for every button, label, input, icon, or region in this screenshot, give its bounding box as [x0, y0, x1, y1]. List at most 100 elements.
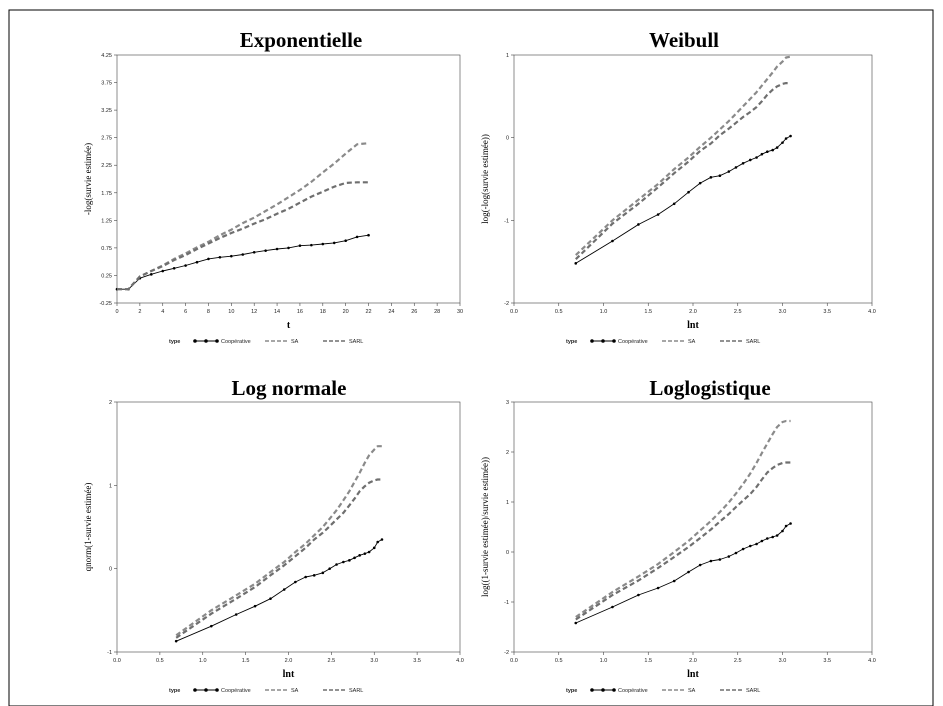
x-tick-label: 3.5 [823, 658, 831, 664]
data-point-coop [332, 241, 336, 245]
data-point-coop [161, 269, 165, 273]
y-tick-label: 1.75 [101, 191, 112, 197]
data-point-coop [748, 544, 752, 548]
legend-marker [193, 339, 197, 343]
data-point-coop [195, 260, 199, 264]
data-point-coop [687, 190, 690, 194]
data-point-coop [775, 146, 779, 149]
y-tick-label: -2 [504, 301, 509, 307]
chart-panel-2: Weibull 0.0 0.5 1.0 1.5 2.0 2.5 3.0 3.5 4.0 -2 -1 0 1… [480, 28, 876, 345]
data-point-coop [241, 253, 245, 256]
data-point-coop [321, 242, 325, 246]
data-point-coop [687, 570, 690, 574]
x-tick-label: 0.5 [555, 309, 563, 315]
legend-label-sarl: SARL [746, 339, 760, 345]
y-tick-label: 1 [506, 500, 509, 506]
x-tick-label: 1.5 [242, 658, 250, 664]
legend-label-sarl: SARL [349, 688, 363, 694]
x-tick-label: 3.0 [370, 658, 378, 664]
x-tick-label: 0.5 [555, 658, 563, 664]
y-tick-label: 0 [506, 136, 509, 142]
data-point-coop [741, 547, 745, 551]
data-point-coop [321, 571, 325, 575]
data-point-coop [656, 213, 660, 216]
data-point-coop [755, 542, 758, 546]
y-axis-label: -log(survie estimée) [83, 143, 93, 215]
data-point-coop [367, 233, 370, 237]
x-axis-label: lnt [687, 669, 699, 680]
data-point-coop [287, 246, 290, 250]
legend-label-sa: SA [688, 339, 696, 345]
chart-title: Log normale [232, 376, 347, 400]
x-tick-label: 16 [297, 309, 303, 315]
legend-marker [193, 688, 197, 692]
y-tick-label: 3 [506, 400, 509, 406]
data-point-coop [784, 524, 788, 528]
data-point-coop [727, 170, 731, 173]
data-point-coop [771, 148, 774, 152]
x-tick-label: 2.5 [734, 309, 742, 315]
y-axis-label: log(-log(survie estimée)) [480, 134, 490, 224]
data-point-coop [741, 161, 745, 165]
data-point-coop [718, 174, 722, 177]
x-axis-label: t [287, 320, 291, 331]
data-point-coop [380, 538, 384, 541]
data-point-coop [760, 152, 764, 156]
plot-area [116, 54, 461, 304]
data-point-coop [210, 624, 213, 628]
x-tick-label: 2.5 [734, 658, 742, 664]
series-line-sarl [175, 478, 382, 639]
data-point-coop [269, 597, 272, 600]
x-tick-label: 30 [457, 309, 463, 315]
data-point-coop [376, 540, 379, 544]
x-tick-label: 20 [343, 309, 349, 315]
x-tick-label: 1.0 [600, 309, 608, 315]
data-point-coop [789, 522, 792, 525]
y-tick-label: 3.75 [101, 81, 112, 87]
data-point-coop [353, 556, 356, 560]
y-tick-label: 2 [506, 450, 509, 456]
legend-title: type [169, 339, 180, 345]
legend-label-sarl: SARL [746, 688, 760, 694]
y-tick-label: 0 [506, 550, 509, 556]
data-point-coop [765, 150, 769, 154]
y-tick-label: 2.25 [101, 163, 112, 169]
y-tick-label: -1 [504, 600, 509, 606]
x-tick-label: 2.0 [285, 658, 293, 664]
data-point-coop [672, 579, 676, 583]
legend-marker [204, 688, 208, 692]
series-line-sa [575, 419, 791, 618]
data-point-coop [174, 639, 178, 643]
data-point-coop [748, 158, 752, 162]
x-tick-label: 0.0 [113, 658, 121, 664]
data-point-coop [734, 166, 738, 169]
x-tick-label: 1.5 [644, 309, 652, 315]
data-point-coop [656, 586, 660, 590]
data-point-coop [344, 239, 347, 243]
data-point-coop [150, 273, 153, 276]
data-point-coop [342, 560, 345, 564]
data-point-coop [367, 550, 371, 554]
y-tick-label: 0 [109, 567, 112, 573]
legend-marker [215, 688, 219, 692]
x-tick-label: 26 [411, 309, 417, 315]
data-point-coop [718, 558, 722, 561]
data-point-coop [335, 563, 338, 566]
legend-label-sa: SA [291, 339, 299, 345]
data-point-coop [760, 539, 764, 543]
y-tick-label: 1 [506, 53, 509, 59]
data-point-coop [672, 202, 676, 206]
data-point-coop [275, 247, 279, 251]
data-point-coop [574, 262, 578, 265]
legend-title: type [566, 688, 577, 694]
chart-title: Exponentielle [240, 28, 363, 52]
legend-marker [204, 339, 208, 343]
x-tick-label: 4.0 [868, 309, 876, 315]
y-tick-label: 2.75 [101, 136, 112, 142]
data-point-coop [207, 257, 210, 261]
data-point-coop [218, 255, 222, 259]
legend-title: type [566, 339, 577, 345]
x-tick-label: 24 [388, 309, 394, 315]
chart-panel-4: Loglogistique 0.0 0.5 1.0 1.5 2.0 2.5 3.0 3.5 4.0… [480, 376, 876, 694]
